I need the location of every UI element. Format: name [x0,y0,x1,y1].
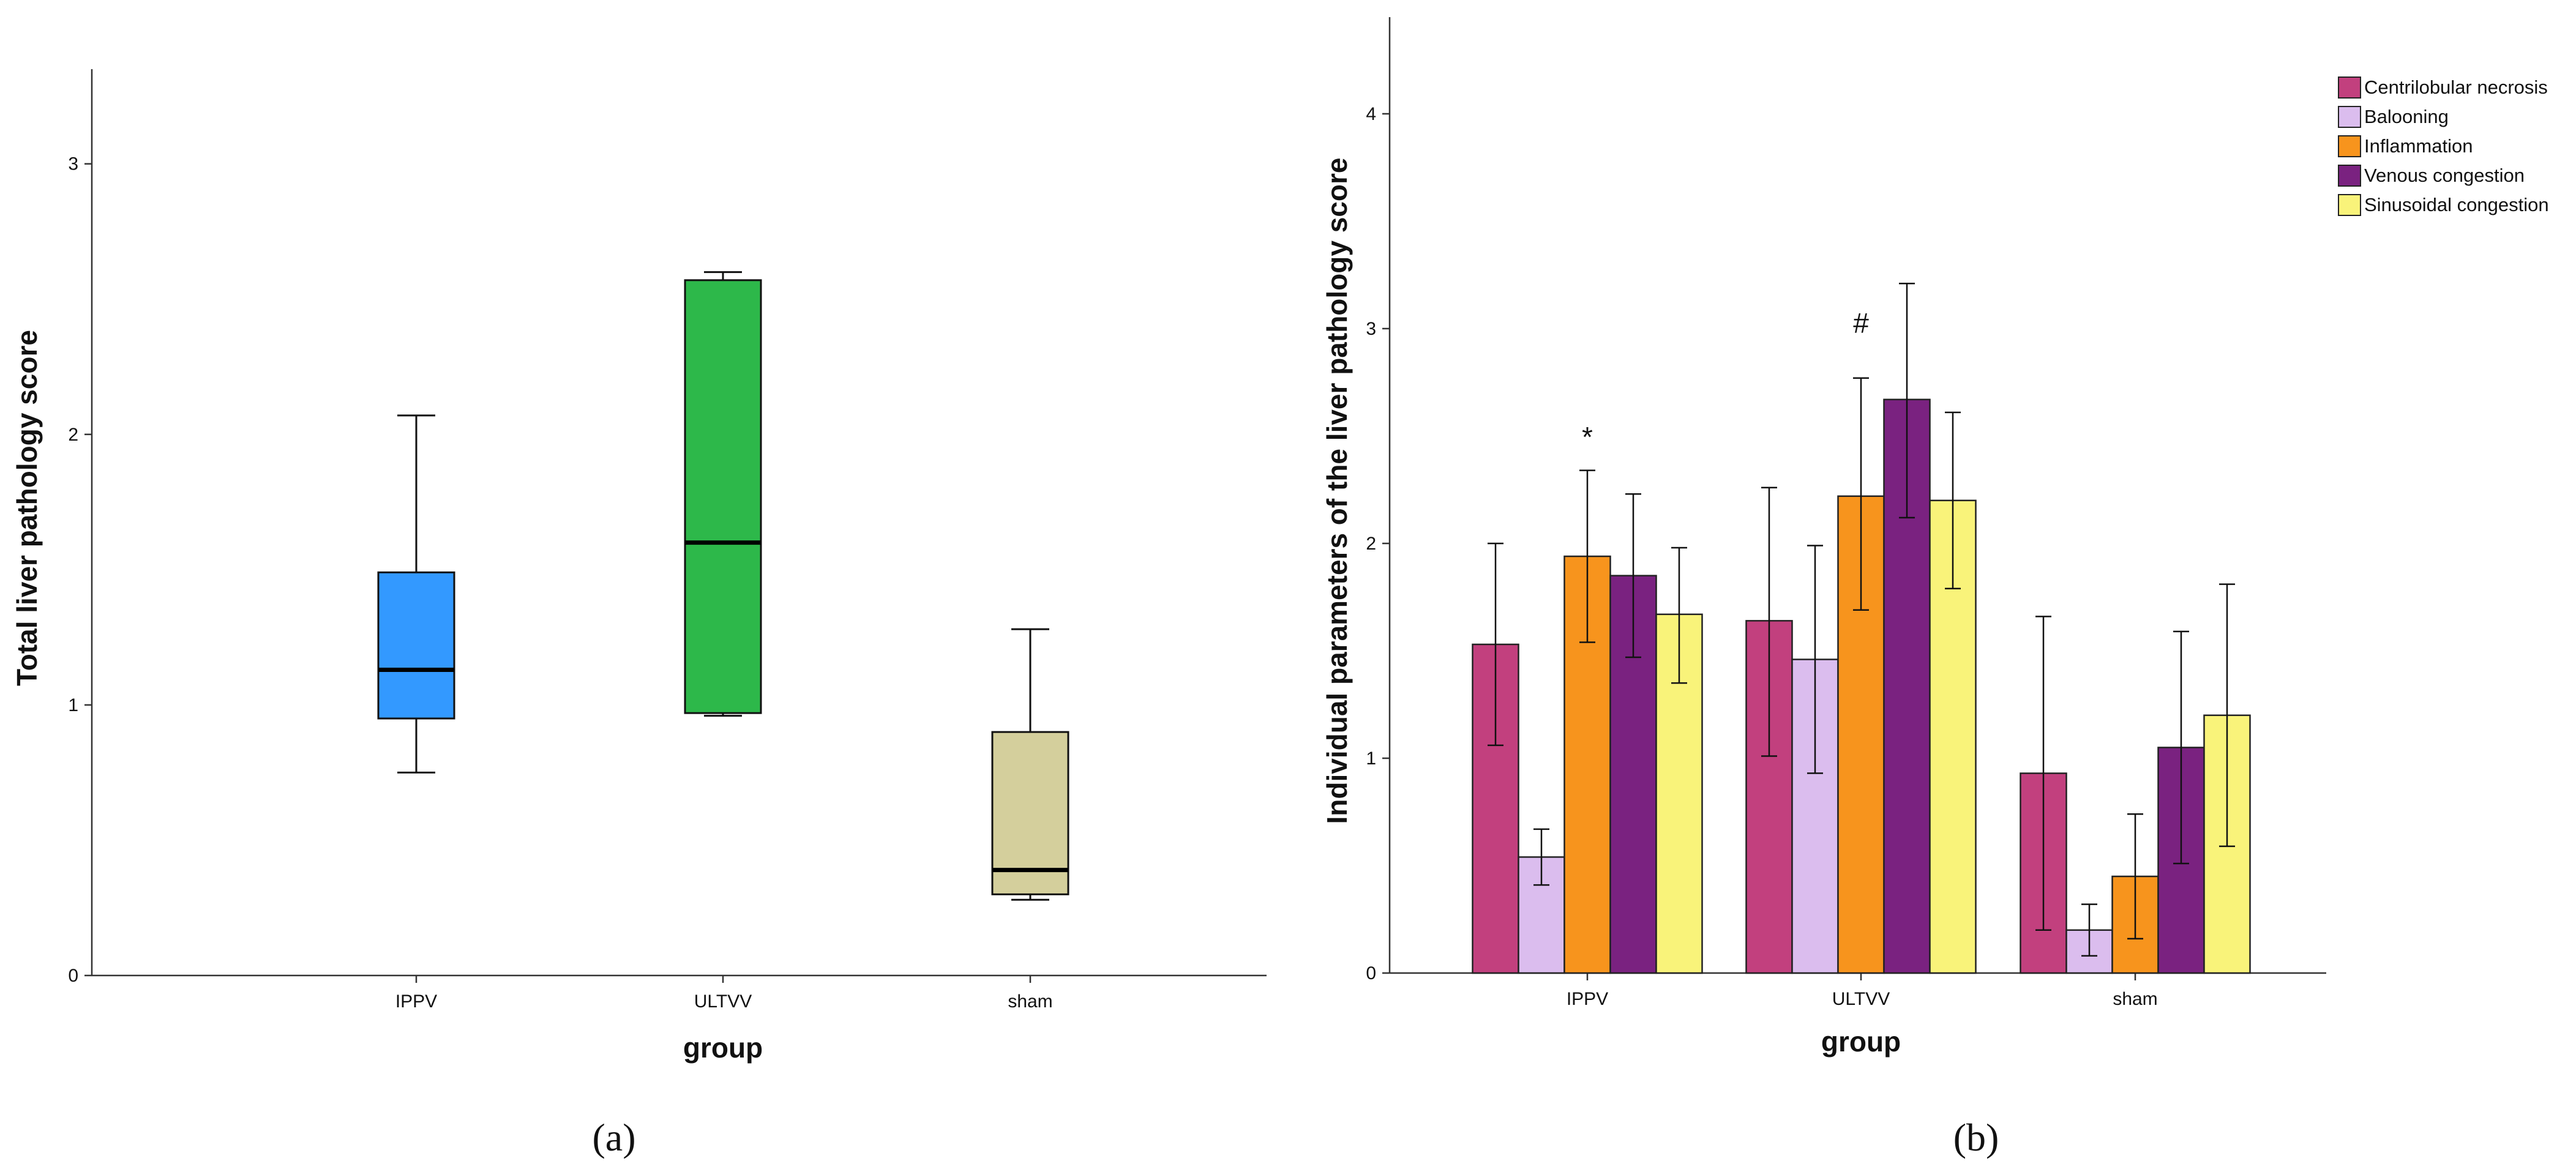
legend-label: Centrilobular necrosis [2364,76,2548,98]
box-plot-panel: 0 1 2 3 IPPV ULTVV sham group Total liver pat… [11,69,1267,1159]
x-axis-label-a: group [683,1032,763,1064]
legend-label: Venous congestion [2364,165,2525,186]
panel-label-a: (a) [592,1116,635,1159]
y-tick-label: 0 [68,966,78,986]
y-tick-label: 1 [68,695,78,715]
legend-label: Sinusoidal congestion [2364,194,2549,215]
box-iqr [991,731,1069,895]
legend-label: Balooning [2364,106,2449,127]
y-ticks-a: 0 1 2 3 [68,154,92,986]
legend-swatch [2338,76,2361,99]
x-tick-label: IPPV [395,991,437,1012]
panel-label-b: (b) [1953,1116,1999,1159]
y-axis-label-b: Individual parameters of the liver patho… [1321,158,1353,824]
legend-swatch [2338,194,2361,216]
x-ticks-b: IPPV ULTVV sham [1567,973,2158,1009]
y-tick-label: 3 [1366,319,1376,339]
box-ultvv [684,271,762,717]
significance-marker: * [1582,421,1593,453]
y-tick-label: 2 [68,425,78,445]
box-ippv [377,414,455,774]
legend-swatch [2338,135,2361,157]
annotations: *# [1582,307,1869,453]
boxes [377,271,1069,901]
x-tick-label: ULTVV [694,991,752,1012]
y-tick-label: 3 [68,154,78,174]
x-tick-label: IPPV [1567,989,1608,1009]
box-iqr [684,279,762,714]
box-iqr [377,571,455,720]
y-tick-label: 1 [1366,748,1376,769]
y-ticks-b: 0 1 2 3 4 [1366,104,1390,983]
legend-swatch [2338,165,2361,187]
legend: Centrilobular necrosis Balooning Inflammat… [2338,76,2549,216]
y-tick-label: 0 [1366,963,1376,983]
bar [1929,499,1977,974]
x-tick-label: ULTVV [1832,989,1890,1009]
legend-swatch [2338,106,2361,128]
x-tick-label: sham [2113,989,2157,1009]
significance-marker: # [1853,307,1869,339]
bars [1472,283,2251,974]
legend-label: Inflammation [2364,135,2473,157]
x-tick-label: sham [1008,991,1052,1012]
box-sham [991,628,1069,901]
y-axis-label-a: Total liver pathology score [11,330,43,686]
y-tick-label: 4 [1366,104,1376,124]
y-tick-label: 2 [1366,534,1376,554]
x-ticks-a: IPPV ULTVV sham [395,975,1053,1012]
x-axis-label-b: group [1821,1026,1901,1058]
